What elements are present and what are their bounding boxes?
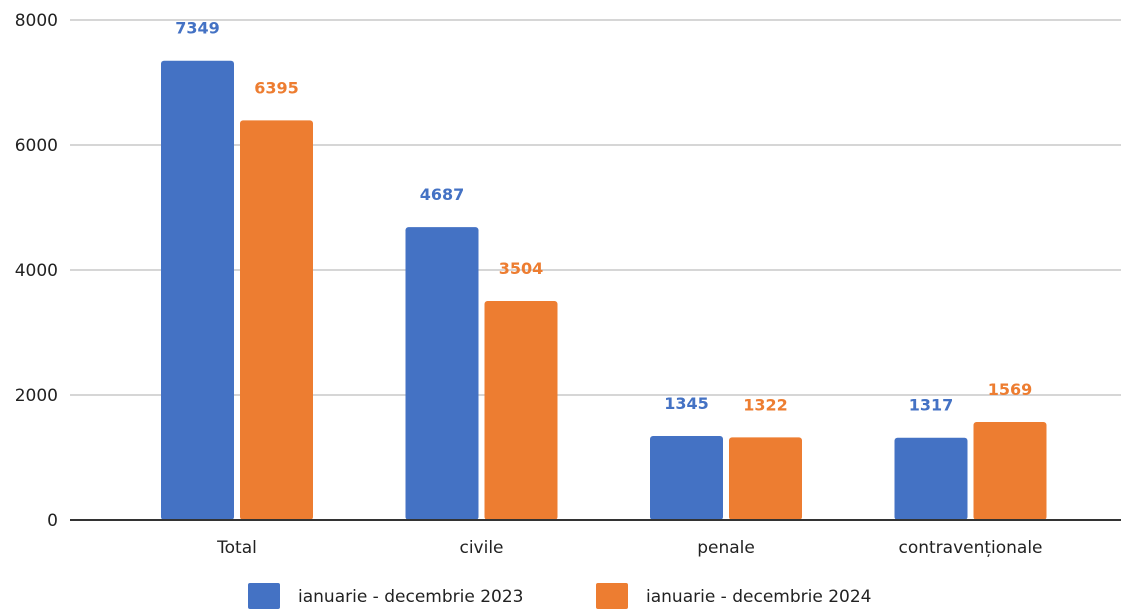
data-label: 1317 <box>909 396 954 415</box>
data-label: 1322 <box>743 395 788 414</box>
y-tick-label: 2000 <box>15 386 58 406</box>
x-category-label: Total <box>216 538 257 558</box>
y-tick-label: 4000 <box>15 261 58 281</box>
data-labels: 7349 6395 4687 3504 1345 1322 1317 1569 <box>175 19 1032 415</box>
data-label: 4687 <box>420 185 465 204</box>
bar-2024-2 <box>729 437 802 520</box>
legend-label: ianuarie - decembrie 2023 <box>298 587 523 607</box>
y-tick-label: 0 <box>47 511 58 531</box>
bar-2024-0 <box>240 120 313 520</box>
legend: ianuarie - decembrie 2023 ianuarie - dece… <box>248 583 871 609</box>
y-axis-ticks: 0 2000 4000 6000 8000 <box>15 11 58 531</box>
legend-swatch <box>248 583 280 609</box>
x-category-label: penale <box>697 538 755 558</box>
bar-2023-0 <box>161 60 234 520</box>
bar-2023-3 <box>894 437 968 520</box>
data-label: 6395 <box>254 78 299 97</box>
x-axis-categories: Total civile penale contravenționale <box>216 538 1042 558</box>
data-label: 7349 <box>175 19 220 38</box>
x-category-label: civile <box>459 538 503 558</box>
data-label: 3504 <box>499 259 544 278</box>
bar-2023-2 <box>650 435 723 520</box>
bar-2024-1 <box>484 301 558 520</box>
data-label: 1569 <box>988 380 1033 399</box>
data-label: 1345 <box>664 394 709 413</box>
y-tick-label: 6000 <box>15 136 58 156</box>
y-tick-label: 8000 <box>15 11 58 31</box>
bar-2024-3 <box>973 421 1047 520</box>
legend-label: ianuarie - decembrie 2024 <box>646 587 871 607</box>
bar-2023-1 <box>405 227 479 520</box>
bars <box>161 60 1047 520</box>
x-category-label: contravenționale <box>898 538 1042 558</box>
legend-swatch <box>596 583 628 609</box>
